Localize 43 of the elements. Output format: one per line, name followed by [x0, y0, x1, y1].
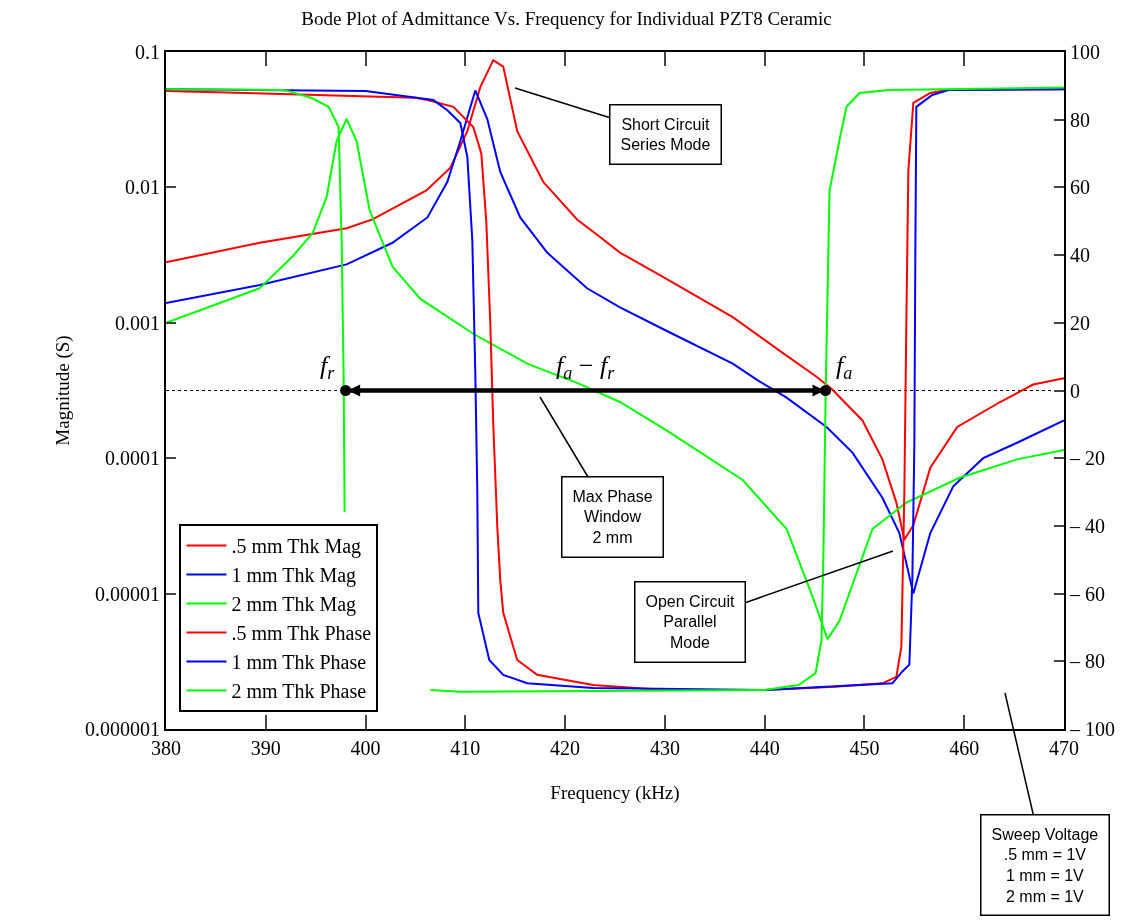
annotation: Open Circuit Parallel Mode [645, 592, 735, 652]
y-axis-title: Magnitude (S) [52, 335, 75, 446]
y2-tick-label: – 100 [1069, 718, 1115, 740]
y-tick-label: 0.000001 [85, 718, 160, 740]
legend-label: 2 mm Thk Phase [231, 680, 367, 703]
y2-tick-label: – 20 [1069, 447, 1105, 470]
y2-tick-label: 60 [1070, 176, 1090, 199]
x-tick-label: 450 [849, 737, 880, 759]
y-tick-label: 0.00001 [95, 582, 160, 605]
x-tick-label: 430 [649, 737, 680, 759]
y2-tick-label: 0 [1070, 379, 1080, 402]
annotation: f$_{a}$ − f$_{r}$ [556, 351, 616, 384]
x-tick-label: 380 [151, 737, 181, 759]
annotation: f$_{a}$ [836, 351, 853, 384]
x-tick-label: 400 [350, 737, 381, 759]
x-tick-label: 470 [1049, 737, 1079, 759]
y-tick-label: 0.0001 [105, 447, 160, 470]
x-tick-label: 440 [749, 737, 780, 759]
y2-tick-label: 80 [1070, 108, 1090, 131]
text: Sweep Voltage .5 mm = 1V 1 mm = 1V 2 mm = 1V [991, 825, 1099, 905]
y2-tick-label: 20 [1070, 311, 1090, 334]
x-axis-title: Frequency (kHz) [550, 782, 680, 805]
y-tick-label: 0.1 [135, 41, 160, 63]
y2-tick-label: – 60 [1069, 582, 1105, 605]
legend-label: .5 mm Thk Mag [231, 535, 362, 559]
y2-tick-label: 40 [1070, 244, 1090, 267]
annotation: Short Circuit Series Mode [620, 115, 711, 154]
legend-label: .5 mm Thk Phase [231, 622, 372, 645]
y2-tick-label: – 40 [1069, 514, 1105, 537]
legend-label: 1 mm Thk Mag [231, 564, 357, 588]
x-tick-label: 460 [949, 737, 980, 759]
x-tick-label: 410 [450, 737, 481, 759]
y2-tick-label: – 80 [1069, 650, 1105, 673]
legend-label: 1 mm Thk Phase [231, 651, 367, 674]
annotation: Max Phase Window 2 mm [572, 487, 653, 547]
y-tick-label: 0.001 [115, 311, 160, 334]
chart-title: Bode Plot of Admittance Vs. Frequency for Individual PZT8 Ceramic [301, 8, 832, 30]
x-tick-label: 420 [550, 737, 581, 759]
legend-label: 2 mm Thk Mag [231, 593, 357, 617]
annotation: f$_{r}$ [320, 351, 336, 384]
y-tick-label: 0.01 [125, 176, 160, 199]
x-tick-label: 390 [250, 737, 281, 759]
y2-tick-label: 100 [1070, 41, 1100, 63]
